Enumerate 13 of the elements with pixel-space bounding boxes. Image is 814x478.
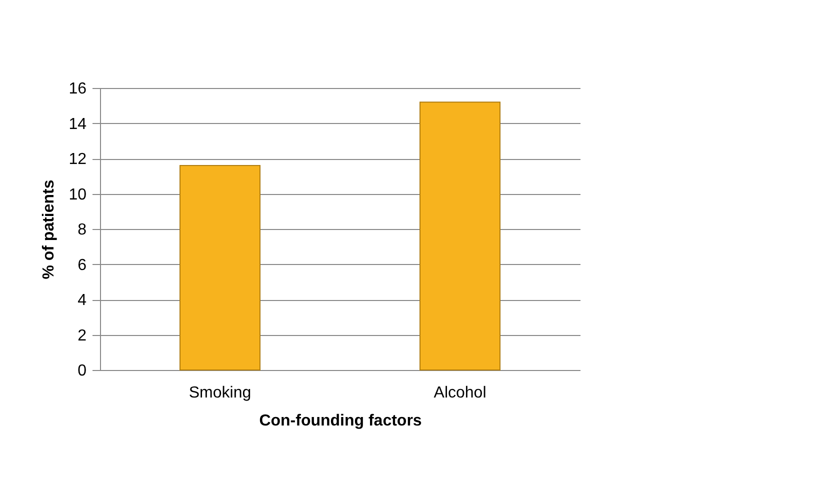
x-tick-label: Alcohol bbox=[434, 384, 486, 402]
x-axis-title: Con-founding factors bbox=[259, 412, 422, 430]
y-tick-label: 2 bbox=[78, 327, 87, 344]
x-tick-label: Smoking bbox=[188, 384, 252, 402]
y-tick-label: 6 bbox=[78, 256, 87, 274]
y-tick-label: 12 bbox=[68, 151, 87, 168]
y-tick-label: 16 bbox=[68, 80, 87, 98]
y-tick-label: 4 bbox=[78, 292, 87, 309]
y-axis-title: % of patients bbox=[40, 180, 58, 280]
y-tick-label: 8 bbox=[78, 222, 87, 238]
y-tick-label: 14 bbox=[68, 116, 87, 133]
y-tick-label: 0 bbox=[78, 362, 87, 380]
y-tick-label: 10 bbox=[68, 186, 87, 204]
